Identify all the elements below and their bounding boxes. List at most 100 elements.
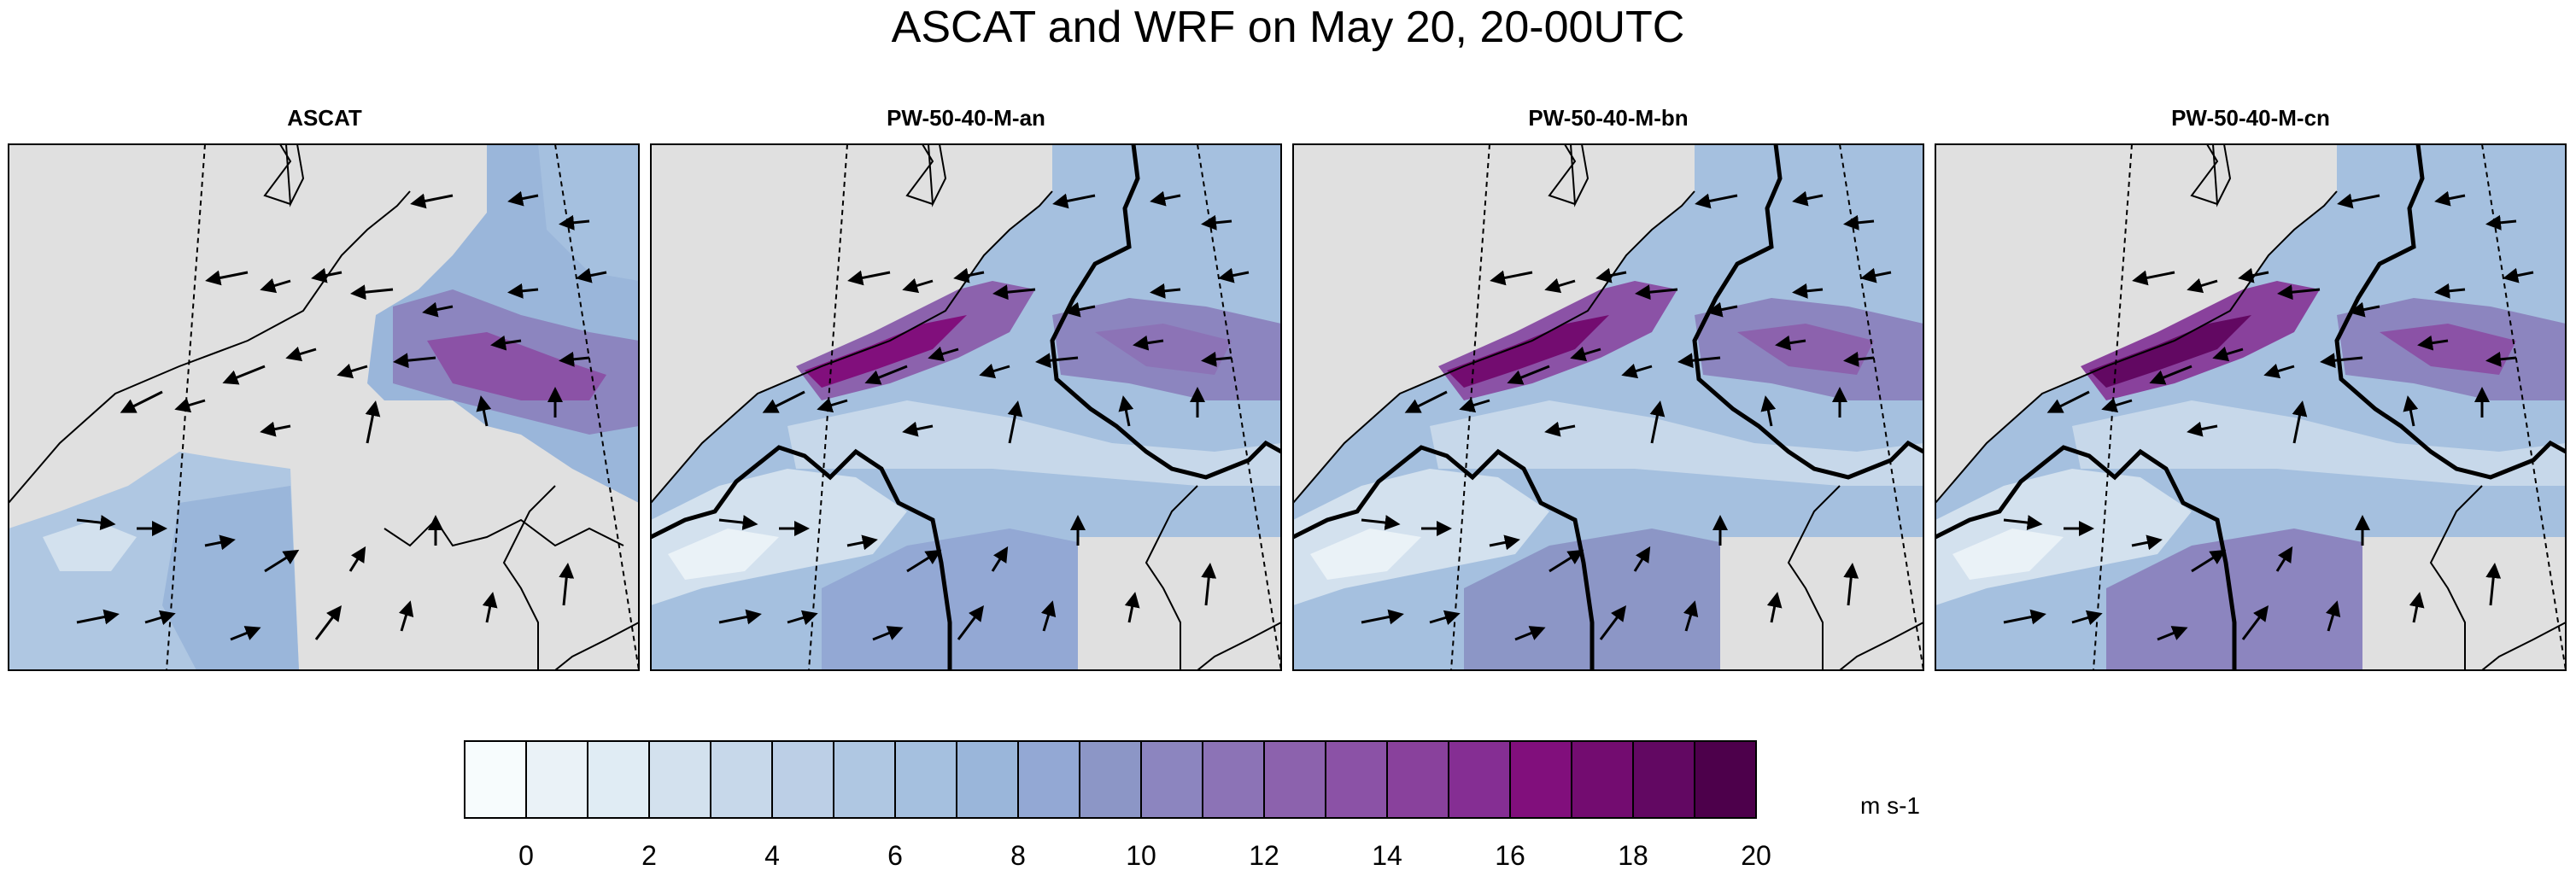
wind-arrow [847, 270, 891, 286]
wind-arrow [2101, 397, 2133, 413]
panel-frame [8, 143, 640, 671]
coastline [9, 190, 411, 504]
wind-arrow [120, 390, 163, 413]
tick-label: 0 [518, 840, 534, 871]
colorbar-swatch [1263, 740, 1326, 819]
wind-arrow [1843, 214, 1875, 231]
colorbar-swatch [1694, 740, 1757, 819]
wind-arrow [1633, 546, 1651, 572]
wind-arrow [2187, 421, 2218, 437]
wind-arrow [1133, 335, 1164, 351]
wind-arrow [2337, 193, 2380, 209]
colorbar-swatch [894, 740, 957, 819]
land-area [651, 144, 1052, 503]
coastline [1935, 190, 2338, 504]
wind-arrow [1683, 600, 1699, 632]
wind-arrow [1150, 283, 1181, 299]
colorbar-swatch [1140, 740, 1203, 819]
wind-arrow [1035, 353, 1079, 369]
coastline [905, 144, 947, 207]
wind-arrow [1064, 301, 1096, 318]
wind-arrow [507, 283, 539, 299]
wind-arrow [718, 609, 762, 625]
wind-arrow [2275, 546, 2293, 572]
panel-title-ascat: ASCAT [287, 105, 362, 131]
panel-title-an: PW-50-40-M-an [887, 105, 1045, 131]
colorbar [464, 740, 1757, 819]
wind-arrow [1775, 335, 1806, 351]
wind-arrow [348, 546, 366, 572]
wind-arrow [991, 546, 1009, 572]
wind-arrow [2157, 626, 2188, 641]
land-area [1935, 144, 2337, 503]
wind-arrow [1118, 395, 1134, 427]
wind-arrow [1649, 400, 1666, 444]
colorbar-swatch [525, 740, 588, 819]
colorbar-swatch [771, 740, 834, 819]
tick-label: 14 [1372, 840, 1402, 871]
wind-arrow [2131, 534, 2163, 551]
wind-arrow [1570, 346, 1601, 362]
colorbar-swatch [587, 740, 650, 819]
wind-field [162, 486, 299, 670]
colorbar-swatch [1386, 740, 1449, 819]
wind-arrow [1792, 283, 1824, 299]
wind-arrow [1361, 609, 1404, 625]
wind-field [1095, 324, 1232, 375]
panel-frame [1292, 143, 1924, 671]
wind-arrow [144, 610, 176, 626]
wind-arrow [365, 400, 381, 444]
wind-arrow [2046, 390, 2090, 413]
coastline [502, 485, 639, 670]
wind-arrow [1490, 270, 1533, 286]
wind-arrow [410, 193, 454, 209]
coastline [1145, 485, 1281, 670]
wind-arrow [476, 395, 492, 427]
wind-arrow [337, 363, 368, 379]
wind-arrow [393, 353, 436, 369]
wind-arrow [979, 363, 1010, 379]
wind-arrow [817, 397, 848, 413]
wind-arrow [1201, 563, 1217, 606]
wind-arrow [1860, 267, 1892, 283]
wind-arrow [2003, 515, 2043, 531]
colorbar-swatch [833, 740, 896, 819]
wind-arrow [762, 390, 805, 413]
wind-arrow [1843, 351, 1875, 367]
wind-arrow [350, 284, 394, 301]
wind-field [538, 144, 639, 281]
wind-arrow [507, 190, 539, 207]
wind-field [43, 520, 137, 571]
wind-field [427, 332, 606, 400]
wind-arrow [902, 277, 934, 294]
coastline [1293, 190, 1695, 504]
wind-arrow [314, 604, 342, 640]
wind-arrow [902, 421, 934, 437]
map-panel-bn [1292, 143, 1924, 671]
panel-frame [1935, 143, 2567, 671]
wind-arrow [1514, 626, 1546, 641]
tick-label: 4 [764, 840, 780, 871]
wind-field [1737, 324, 1874, 375]
wind-arrow [1201, 214, 1232, 231]
wind-arrow [1459, 397, 1490, 413]
wind-field [668, 529, 779, 580]
wind-arrow [1707, 301, 1738, 318]
wind-field [805, 315, 967, 388]
colorbar-swatch [1632, 740, 1695, 819]
wind-arrow [260, 277, 291, 294]
wind-field [2089, 315, 2251, 388]
wind-arrow [992, 284, 1036, 301]
wind-arrow [2241, 604, 2269, 640]
wind-arrow [1404, 390, 1448, 413]
wind-arrow [1429, 610, 1461, 626]
colorbar-tick-labels: 0 2 4 6 8 10 12 14 16 18 20 [518, 840, 1771, 871]
wind-arrow [846, 534, 878, 551]
coastline [1787, 485, 1923, 670]
wind-arrow [906, 549, 942, 573]
coastline [263, 144, 305, 207]
wind-arrow [1150, 190, 1181, 207]
wind-arrow [311, 267, 342, 283]
colorbar-swatch [956, 740, 1019, 819]
colorbar-swatch [464, 740, 527, 819]
